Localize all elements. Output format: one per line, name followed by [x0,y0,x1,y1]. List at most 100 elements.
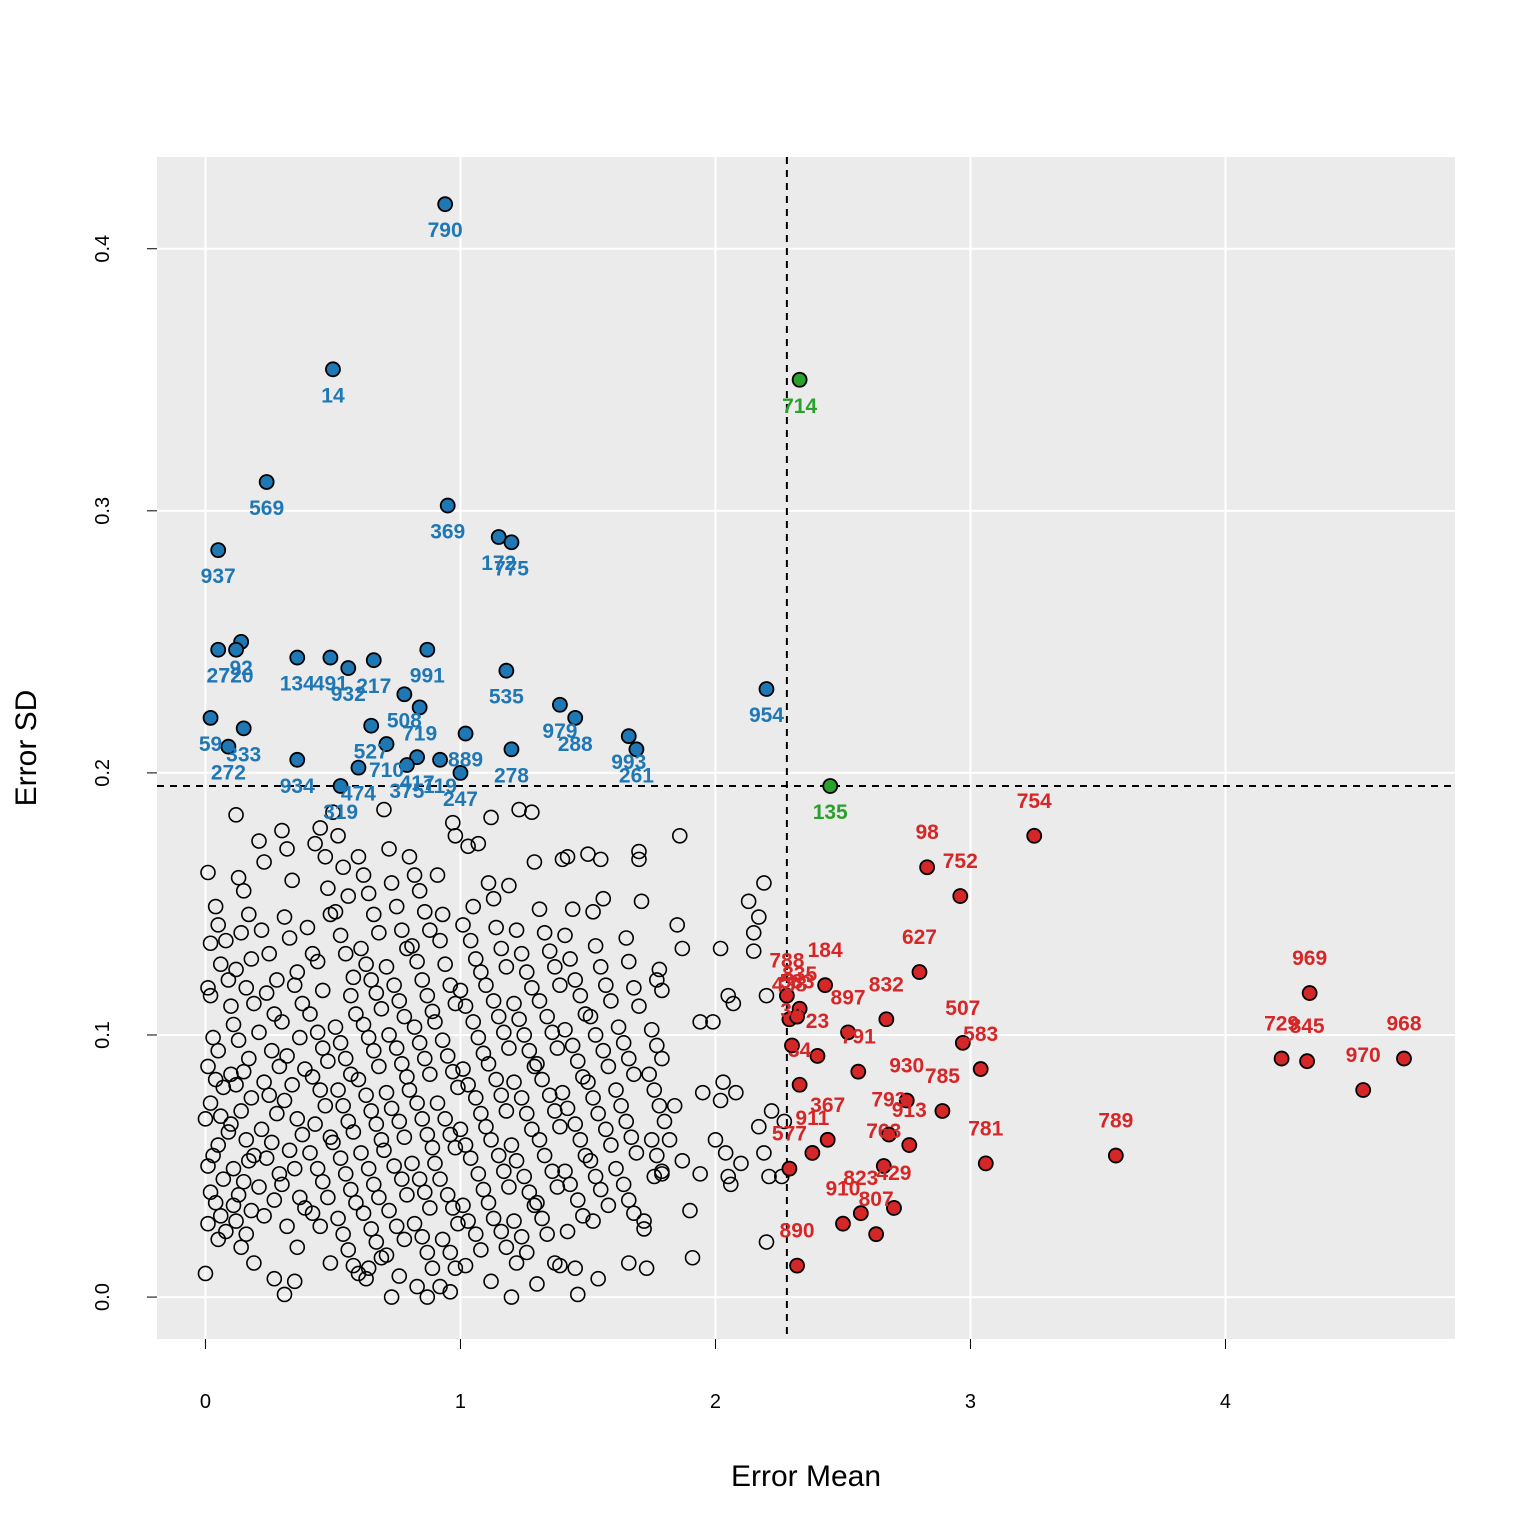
data-point [345,1257,362,1274]
data-point [447,1139,464,1156]
point-label: 789 [1098,1110,1133,1133]
data-point [238,1226,255,1242]
data-point [475,1181,492,1198]
data-point [368,1234,385,1250]
data-point [618,1113,635,1130]
data-point [202,935,219,952]
data-point [289,1239,306,1256]
y-tick-label: 0.4 [92,235,114,263]
data-point [626,1066,642,1083]
data-point [205,1029,221,1046]
data-point [503,1137,520,1153]
data-point [536,1147,553,1164]
data-point [241,1050,257,1067]
data-point [210,1137,227,1153]
highlighted-point [432,751,448,768]
data-point [524,1121,540,1138]
highlighted-point [378,736,395,752]
data-point [470,1166,487,1182]
highlighted-point [503,741,520,758]
data-point [483,1132,499,1148]
highlighted-point [325,361,341,378]
data-point [498,1239,515,1256]
data-point [626,980,642,996]
highlighted-point [332,778,349,794]
highlighted-point [878,1011,895,1028]
data-point [524,980,540,996]
data-point [220,972,237,988]
data-point [404,938,420,954]
data-point [281,1142,298,1159]
data-point [299,919,316,936]
data-point [603,1137,619,1153]
data-point [197,1111,214,1127]
data-point [447,827,464,844]
point-label: 913 [892,1099,927,1122]
point-label: 535 [489,686,524,709]
highlighted-point [778,987,795,1004]
point-label: 791 [841,1026,876,1049]
data-point [207,1194,224,1211]
data-point [595,890,612,907]
data-point [513,1228,530,1245]
data-point [598,1121,614,1138]
data-point [220,1124,237,1140]
data-point [751,1118,767,1135]
data-point [279,1218,295,1235]
data-point [671,827,688,844]
data-point [488,919,504,936]
data-point [450,1215,466,1232]
point-label: 247 [443,788,478,811]
data-point [376,801,392,818]
data-point [335,1226,351,1242]
data-point [271,1058,288,1075]
point-label: 98 [915,821,939,844]
data-point [516,1027,533,1043]
data-point [256,854,272,870]
data-point [575,1069,591,1085]
data-point [253,922,270,938]
data-point [720,987,737,1004]
data-point [656,1113,673,1130]
data-point [383,875,400,891]
data-point [513,945,530,962]
data-point [534,1071,550,1088]
data-point [228,807,244,823]
point-label: 781 [968,1117,1003,1140]
data-point [610,1019,627,1035]
point-label: 930 [889,1055,924,1078]
point-label: 119 [423,775,457,798]
data-point [552,1118,568,1135]
point-label: 369 [430,521,465,544]
labeled-points [202,196,1412,1274]
data-point [460,838,476,855]
data-point [320,880,336,897]
data-point [225,1016,242,1033]
data-point [595,1042,612,1059]
data-point [603,993,619,1009]
grid-lines [157,157,1455,1339]
data-point [256,1208,272,1224]
data-point [654,1166,670,1182]
point-label: 752 [943,850,978,873]
data-point [582,1152,599,1169]
highlighted-point [911,964,928,980]
data-point [478,977,494,993]
data-point [363,972,380,988]
highlighted-point [898,1092,915,1109]
data-point [266,1192,283,1208]
data-point [439,1187,456,1203]
data-point [202,1095,219,1111]
data-point [348,1006,364,1022]
data-point [422,1066,438,1083]
data-point [317,848,334,865]
data-point [200,1158,216,1174]
data-point [365,906,382,923]
data-point [360,1029,377,1046]
y-tick-label: 0.1 [92,1021,114,1049]
data-point [330,827,346,844]
data-point [386,1158,402,1174]
data-point [409,1095,425,1111]
data-point [465,1014,482,1030]
highlighted-point [952,888,969,904]
